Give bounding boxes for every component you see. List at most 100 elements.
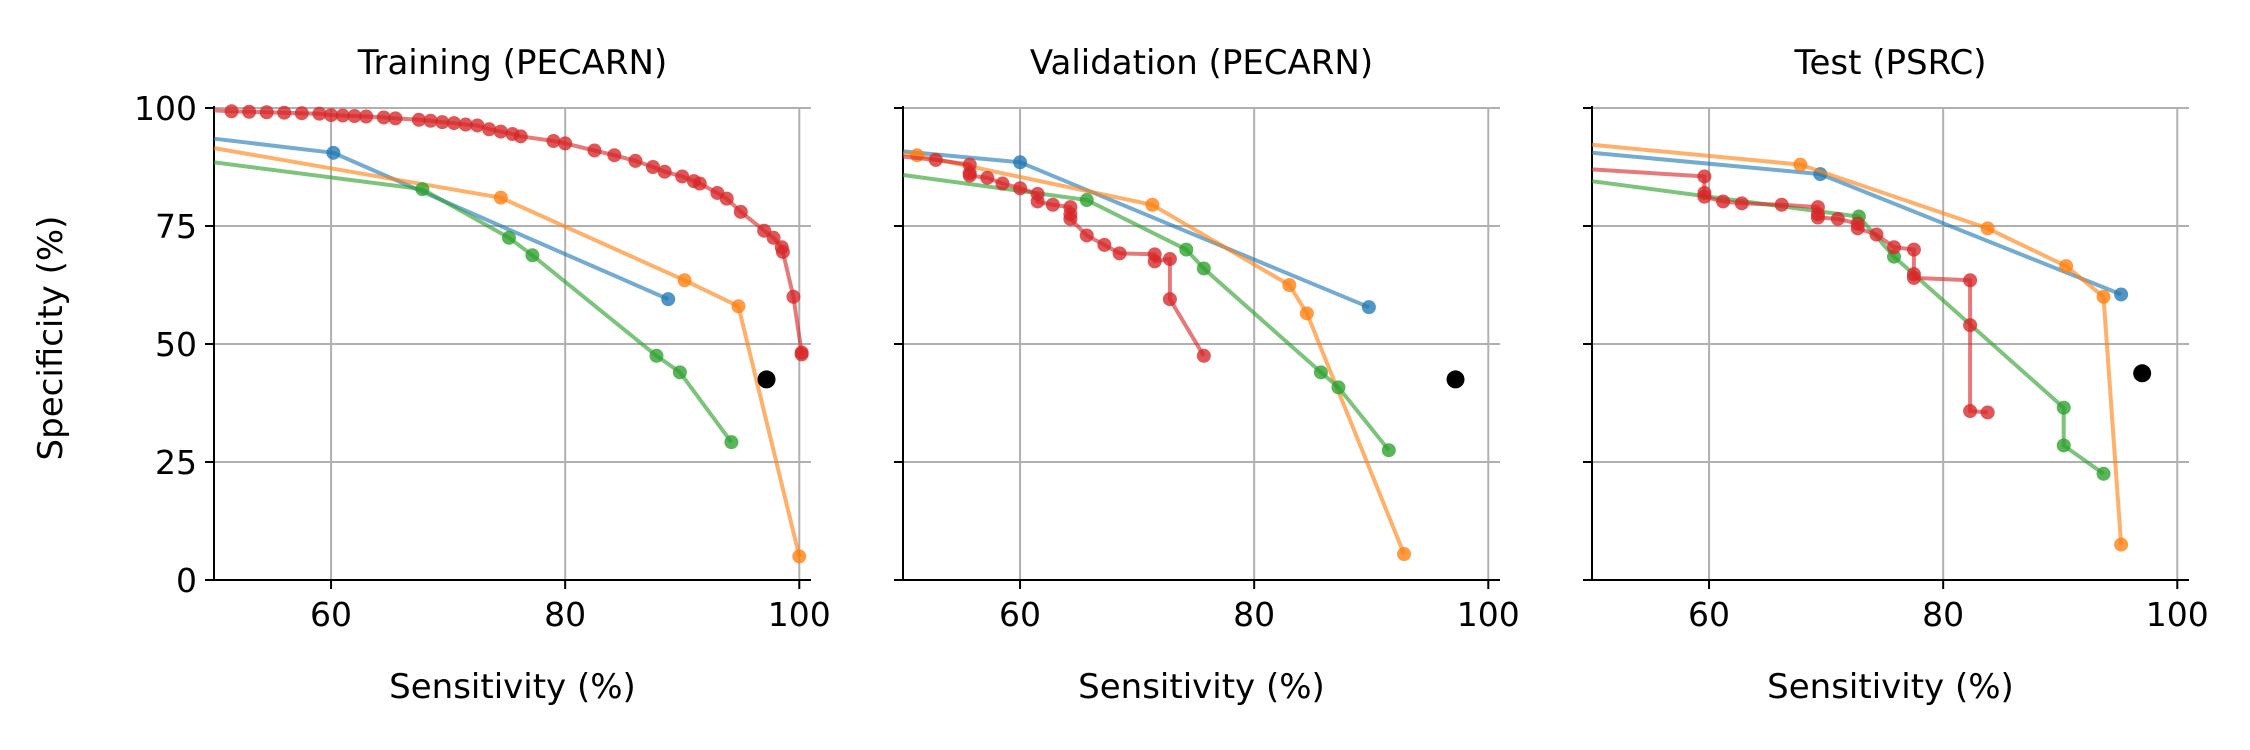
series-point-red <box>242 104 257 119</box>
series-point-red <box>1063 211 1078 226</box>
series-point-red <box>1196 348 1211 363</box>
series-point-red <box>1963 404 1978 419</box>
series-point-red <box>224 104 239 119</box>
reference-point <box>1446 370 1465 389</box>
series-point-red <box>513 129 528 144</box>
series-point-red <box>1162 292 1177 307</box>
series-point-orange <box>2096 289 2111 304</box>
series-point-red <box>692 176 707 191</box>
series-point-red <box>719 191 734 206</box>
series-line-green <box>213 160 734 444</box>
series-point-red <box>1774 197 1789 212</box>
series-point-red <box>1097 237 1112 252</box>
series-point-red <box>1830 211 1845 226</box>
series-point-orange <box>1793 157 1808 172</box>
x-axis-label: Sensitivity (%) <box>389 667 636 707</box>
series-point-red <box>1810 210 1825 225</box>
series-point-red <box>1906 242 1921 257</box>
series-point-orange <box>1145 197 1160 212</box>
x-tick-label: 60 <box>310 595 352 634</box>
series-point-red <box>1030 194 1045 209</box>
y-tick-label: 0 <box>176 561 197 600</box>
series-point-red <box>995 176 1010 191</box>
series-point-orange <box>493 190 508 205</box>
series-point-orange <box>2114 537 2129 552</box>
series-point-red <box>775 244 790 259</box>
series-point-red <box>657 164 672 179</box>
series-point-blue <box>661 292 676 307</box>
series-point-green <box>1331 380 1346 395</box>
series-point-green <box>1381 443 1396 458</box>
series-point-orange <box>677 273 692 288</box>
series-point-green <box>2056 400 2071 415</box>
series-point-blue <box>2114 287 2129 302</box>
series-line-red <box>1591 167 1988 415</box>
series-point-red <box>259 105 274 120</box>
series-point-orange <box>1299 306 1314 321</box>
series-point-red <box>1980 405 1995 420</box>
series-point-red <box>294 106 309 121</box>
series-point-red <box>628 153 643 168</box>
series-point-red <box>482 122 497 137</box>
reference-point <box>2133 364 2152 383</box>
series-point-red <box>1013 181 1028 196</box>
series-point-red <box>733 204 748 219</box>
x-tick-label: 80 <box>1233 595 1275 634</box>
series-point-orange <box>1282 278 1297 292</box>
series-point-red <box>277 105 292 120</box>
series-point-red <box>645 160 660 174</box>
plot-area <box>1591 142 2152 552</box>
series-point-green <box>1313 365 1328 380</box>
series-point-green <box>1179 242 1194 257</box>
series-point-red <box>458 117 473 132</box>
series-point-red <box>928 152 943 167</box>
series-point-red <box>1963 273 1978 288</box>
series-point-green <box>2096 466 2111 481</box>
series-point-green <box>672 365 687 380</box>
x-tick-label: 100 <box>768 595 831 634</box>
series-point-blue <box>1361 300 1376 315</box>
series-point-red <box>1045 197 1060 212</box>
series-point-red <box>766 230 781 245</box>
series-point-red <box>1906 270 1921 285</box>
plot-area <box>902 148 1465 562</box>
y-tick-label: 25 <box>155 443 197 482</box>
panel-title: Test (PSRC) <box>1793 43 1986 83</box>
series-line-orange <box>213 146 802 557</box>
reference-point <box>757 370 776 389</box>
series-line-blue <box>213 136 670 302</box>
series-point-blue <box>326 145 341 160</box>
series-point-red <box>786 289 801 304</box>
series-point-orange <box>1397 547 1412 562</box>
x-tick-label: 80 <box>544 595 586 634</box>
x-tick-label: 100 <box>1457 595 1520 634</box>
series-point-red <box>1869 227 1884 242</box>
series-point-red <box>607 148 622 163</box>
x-axis-label: Sensitivity (%) <box>1078 667 1325 707</box>
series-point-red <box>347 109 362 124</box>
series-point-green <box>415 182 430 197</box>
y-axis-label: Specificity (%) <box>31 216 71 461</box>
series-point-red <box>359 109 374 124</box>
series-point-blue <box>1013 155 1028 170</box>
series-point-red <box>1963 318 1978 333</box>
plot-area <box>213 104 809 564</box>
series-point-red <box>1697 189 1712 204</box>
series-point-red <box>1734 196 1749 211</box>
series-point-green <box>501 230 516 245</box>
series-point-red <box>312 106 327 121</box>
series-point-red <box>1079 228 1094 243</box>
series-point-red <box>558 136 573 151</box>
series-point-red <box>546 134 561 149</box>
series-point-red <box>1850 221 1865 236</box>
panel-title: Training (PECARN) <box>357 43 668 83</box>
panel-1: 60 80 100 0 25 50 75 100 Training (PECARN) Sensit… <box>134 43 831 707</box>
series-point-red <box>1887 240 1902 255</box>
x-tick-label: 60 <box>1688 595 1730 634</box>
series-point-red <box>470 118 485 133</box>
series-point-red <box>980 170 995 185</box>
x-axis-label: Sensitivity (%) <box>1767 667 2014 707</box>
series-point-red <box>493 124 508 139</box>
series-point-orange <box>1980 221 1995 236</box>
